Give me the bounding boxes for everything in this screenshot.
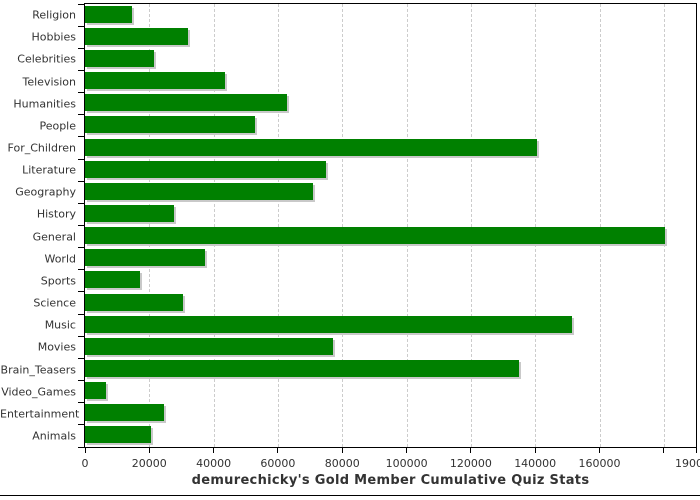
gridline <box>535 4 537 447</box>
y-axis-tick <box>78 313 84 315</box>
bar-general <box>85 227 666 245</box>
bar-music <box>85 315 572 333</box>
bar-hobbies <box>85 27 188 45</box>
y-axis-tick <box>78 25 84 27</box>
bar-movies <box>85 337 333 355</box>
y-axis-tick <box>78 136 84 138</box>
x-axis-tick <box>277 448 279 453</box>
x-axis-tick-label: 0 <box>81 457 89 470</box>
bar-animals <box>85 426 152 444</box>
x-axis-tick-label: 190000 <box>675 457 700 470</box>
gridline <box>406 4 408 447</box>
category-label: Geography <box>15 185 76 199</box>
x-axis-tick <box>534 448 536 453</box>
bottom-border-line <box>0 495 700 496</box>
category-label: Animals <box>32 429 76 443</box>
bar-science <box>85 293 184 311</box>
plot-area <box>84 3 697 448</box>
x-axis-tick-label: 40000 <box>196 457 232 470</box>
category-label: Television <box>22 75 77 88</box>
x-axis-tick-label: 100000 <box>385 457 428 470</box>
category-label: Hobbies <box>31 30 76 44</box>
gridline <box>149 4 151 447</box>
category-label: General <box>32 230 76 244</box>
x-axis-tick <box>341 448 343 453</box>
chart-title: demurechicky's Gold Member Cumulative Qu… <box>191 473 590 488</box>
x-axis-tick <box>148 448 150 453</box>
bar-world <box>85 249 206 267</box>
bar-literature <box>85 160 327 178</box>
y-axis-tick <box>78 3 84 5</box>
category-label: Religion <box>32 8 76 22</box>
bar-for_children <box>85 138 537 156</box>
bar-people <box>85 116 256 134</box>
category-label: Music <box>44 318 76 332</box>
gridline <box>663 4 665 447</box>
y-axis-tick <box>78 446 84 448</box>
y-axis-tick <box>78 92 84 94</box>
y-axis-tick <box>78 424 84 426</box>
category-label: Literature <box>22 163 76 177</box>
category-label: For_Children <box>7 141 76 155</box>
y-axis-tick <box>78 47 84 49</box>
category-label: Movies <box>37 340 76 354</box>
category-label: History <box>36 207 76 221</box>
y-axis-tick <box>78 402 84 404</box>
x-axis-tick <box>599 448 600 453</box>
bar-geography <box>85 182 313 200</box>
x-axis-tick <box>663 448 665 453</box>
x-axis-tick-label: 20000 <box>131 457 167 470</box>
y-axis-tick <box>78 114 84 116</box>
gridline <box>213 4 215 447</box>
y-axis-tick <box>78 357 84 359</box>
category-label: Science <box>33 296 76 310</box>
y-axis-tick <box>78 247 84 249</box>
category-label: Celebrities <box>17 52 76 66</box>
x-axis-tick <box>470 448 472 453</box>
category-label: Humanities <box>13 97 76 111</box>
category-label: Entertainment <box>0 407 80 421</box>
category-label: Brain_Teasers <box>0 363 76 376</box>
gridline <box>470 4 472 447</box>
bar-entertainment <box>85 404 164 422</box>
bar-sports <box>85 271 141 289</box>
category-label: Sports <box>40 274 76 288</box>
y-axis-tick <box>78 269 84 271</box>
x-axis-tick-label: 80000 <box>324 457 360 470</box>
gridline <box>277 4 279 447</box>
x-axis-tick <box>84 448 86 453</box>
bar-history <box>85 204 175 222</box>
y-axis-tick <box>78 291 84 293</box>
bar-brain_teasers <box>85 360 519 377</box>
x-axis-tick <box>213 448 215 453</box>
gridline <box>342 4 344 447</box>
bar-television <box>85 72 225 89</box>
y-axis-tick <box>78 180 84 182</box>
category-label: World <box>44 252 76 266</box>
y-axis-tick <box>78 202 84 204</box>
y-axis-tick <box>78 380 84 381</box>
bar-video_games <box>85 382 106 400</box>
gridline <box>599 4 601 447</box>
x-axis-tick-label: 140000 <box>514 457 557 470</box>
x-axis-tick <box>406 448 408 453</box>
y-axis-tick <box>78 225 84 226</box>
bar-celebrities <box>85 49 154 67</box>
x-axis-tick-label: 160000 <box>578 457 621 470</box>
bar-religion <box>85 5 132 23</box>
x-axis-tick <box>695 448 697 453</box>
x-axis-tick-label: 120000 <box>449 457 492 470</box>
y-axis-tick <box>78 335 84 337</box>
bar-humanities <box>85 94 288 112</box>
y-axis-tick <box>78 158 84 160</box>
category-label: People <box>39 119 76 133</box>
y-axis-tick <box>78 69 84 71</box>
x-axis-tick-label: 60000 <box>260 457 296 470</box>
category-label: Video_Games <box>1 385 76 399</box>
